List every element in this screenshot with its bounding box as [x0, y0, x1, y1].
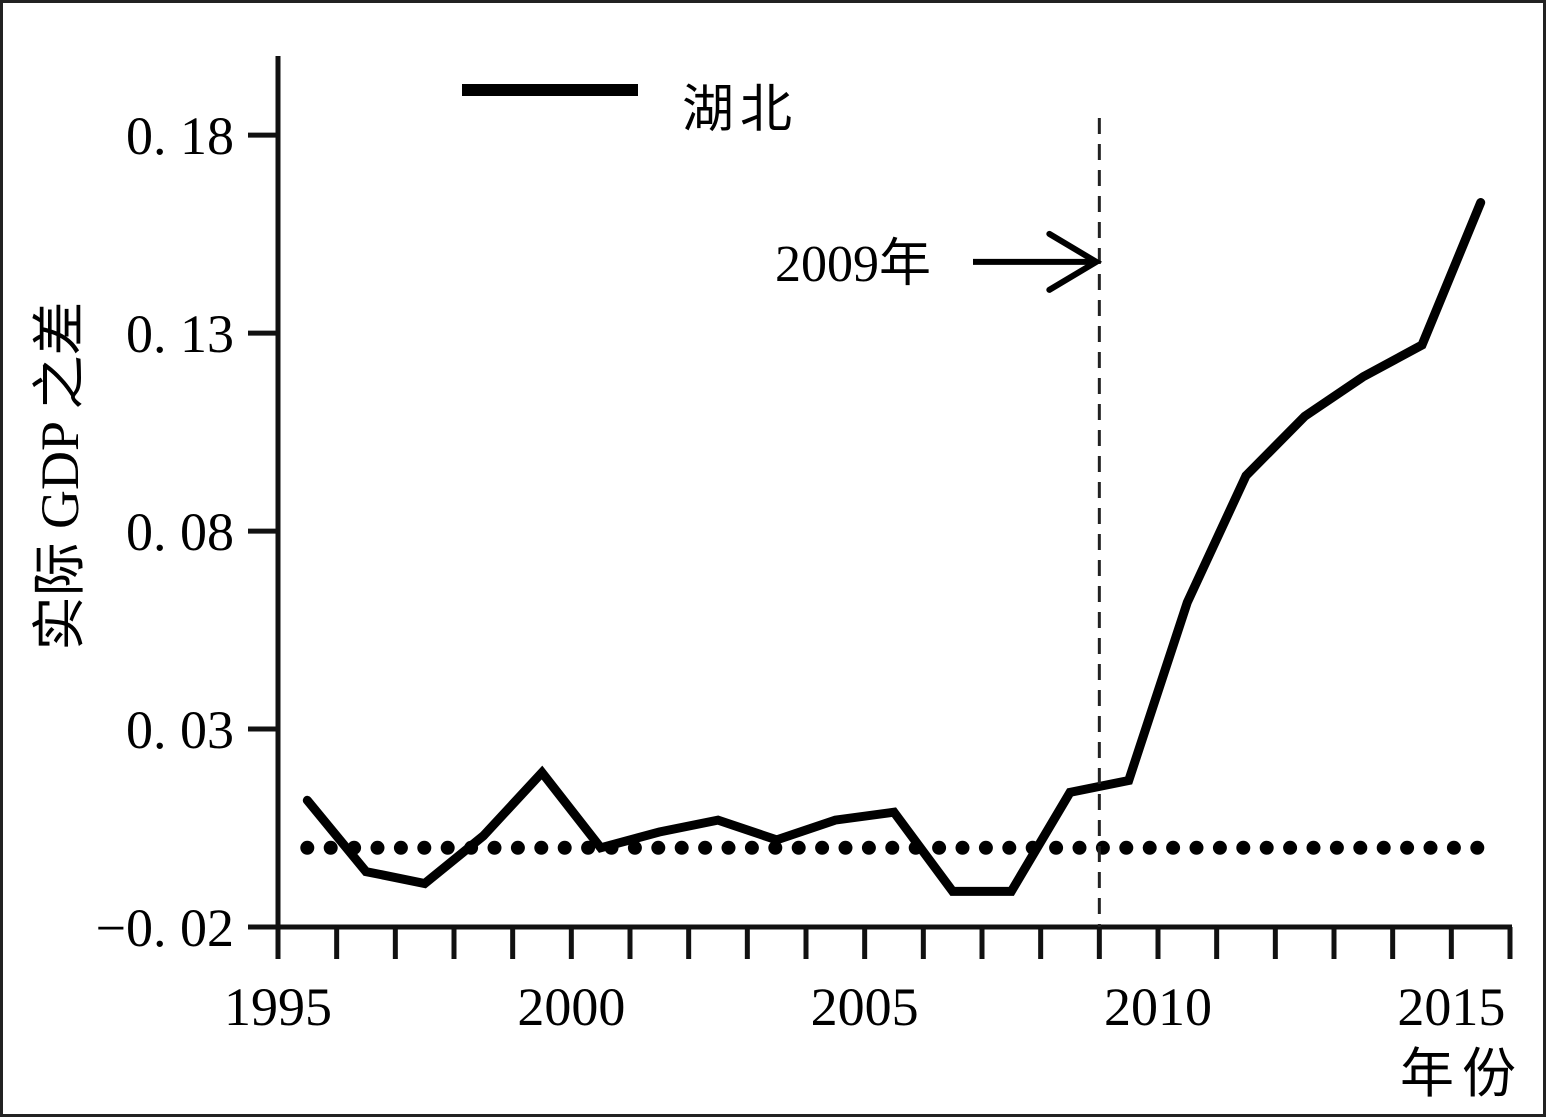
arrow-head [1046, 230, 1103, 293]
x-tick-label: 2000 [517, 977, 625, 1037]
x-tick-label: 2015 [1397, 977, 1505, 1037]
annotation-group: 2009年 [775, 118, 1103, 927]
series-line-hubei [302, 198, 1486, 896]
series-group [302, 198, 1486, 896]
ticks-group: −0. 02 0. 03 0. 08 0. 13 0. 18 1995 2000 2005 20… [96, 106, 1513, 1037]
x-tick-label: 2005 [811, 977, 919, 1037]
y-axis-title: 实际 GDP 之差 [30, 301, 90, 650]
legend-label-hubei: 湖北 [682, 82, 798, 139]
y-tick-label: 0. 03 [126, 700, 234, 760]
annotation-label-2009: 2009年 [775, 236, 931, 293]
y-tick-label: 0. 08 [126, 502, 234, 562]
y-tick-label: −0. 02 [96, 898, 234, 958]
axes-group [275, 56, 1512, 930]
x-tick-label: 1995 [224, 977, 332, 1037]
legend: 湖北 [462, 82, 798, 139]
y-tick-label: 0. 13 [126, 304, 234, 364]
y-tick-label: 0. 18 [126, 106, 234, 166]
x-tick-label: 2010 [1104, 977, 1212, 1037]
x-axis-title: 年份 [1400, 1044, 1524, 1104]
